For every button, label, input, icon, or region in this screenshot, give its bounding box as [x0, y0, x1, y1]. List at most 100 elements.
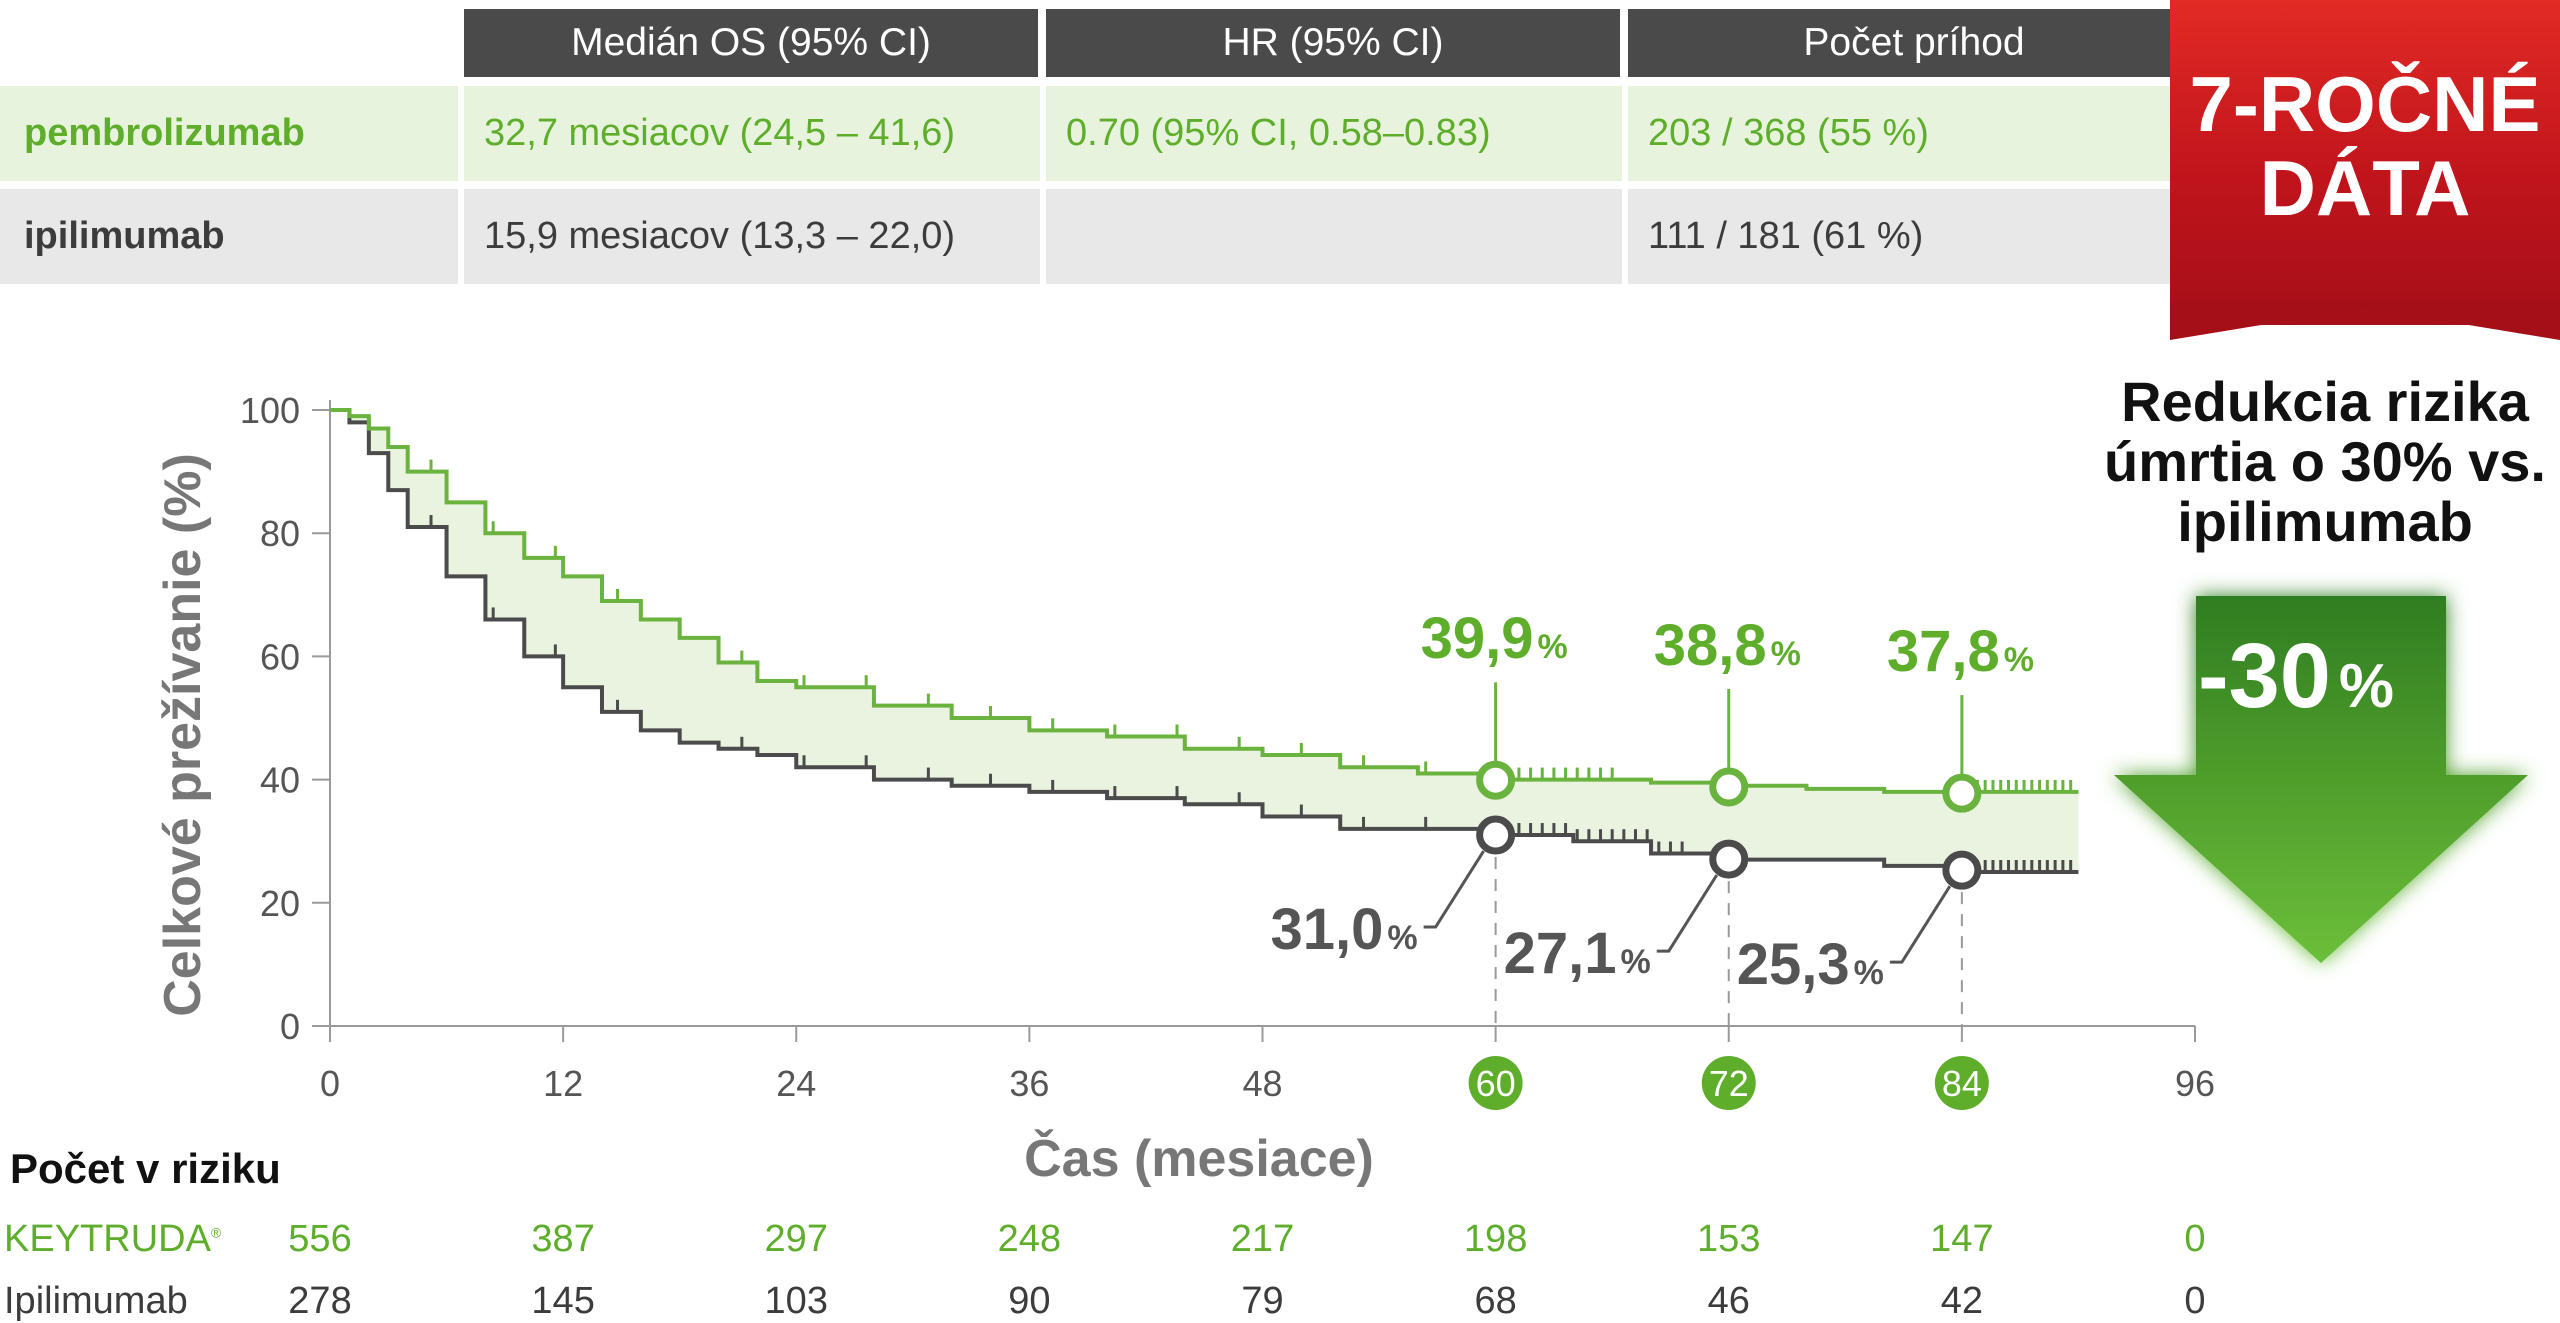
x-tick-label: 72 [1709, 1063, 1749, 1104]
risk-row-label-ipilimumab: Ipilimumab [4, 1280, 188, 1322]
header-hr: HR (95% CI) [1046, 9, 1620, 77]
seven-year-data-badge: 7-ROČNÉ DÁTA [2170, 0, 2560, 325]
badge-notch [2170, 300, 2560, 340]
annotation-unit: % [1854, 954, 1884, 992]
y-tick-label: 0 [280, 1006, 300, 1047]
claim-line-3: ipilimumab [2177, 490, 2473, 553]
risk-value: 0 [2184, 1280, 2206, 1322]
keytruda-name: KEYTRUDA [4, 1218, 211, 1260]
ipilimumab-median-os: 15,9 mesiacov (13,3 – 22,0) [484, 215, 956, 257]
x-tick-label: 84 [1942, 1063, 1982, 1104]
row-label-pembrolizumab: pembrolizumab [24, 112, 305, 154]
x-tick-label: 48 [1242, 1063, 1282, 1104]
annotation-value: 31,0 [1271, 897, 1384, 962]
x-tick-highlight [1934, 1056, 1989, 1110]
badge-line-1: 7-ROČNÉ [2189, 60, 2541, 148]
svg-text:-30%: -30% [2198, 625, 2394, 727]
risk-row-label-keytruda: KEYTRUDA® [4, 1218, 221, 1261]
risk-value: 46 [1707, 1280, 1750, 1322]
pembrolizumab-curve [330, 408, 2079, 794]
reduction-arrow [2114, 596, 2528, 963]
x-tick-highlight [1468, 1056, 1523, 1110]
annotation-label: 38,8% [1654, 613, 1801, 678]
annotation-label: 37,8% [1887, 619, 2034, 684]
table-row-pembrolizumab [0, 86, 2200, 181]
pembrolizumab-median-os: 32,7 mesiacov (24,5 – 41,6) [484, 112, 956, 154]
reduction-unit: % [2339, 652, 2394, 721]
annotation-value: 25,3 [1737, 932, 1850, 997]
column-divider [458, 86, 464, 284]
pembrolizumab-milestone-marker [1709, 767, 1749, 807]
risk-value: 90 [1008, 1280, 1051, 1322]
risk-value: 153 [1697, 1218, 1761, 1260]
pembrolizumab-hr: 0.70 (95% CI, 0.58–0.83) [1066, 112, 1491, 154]
pembrolizumab-events: 203 / 368 (55 %) [1648, 112, 1929, 154]
y-tick-label: 20 [260, 883, 300, 924]
annotation-unit: % [2004, 641, 2034, 679]
risk-value: 198 [1463, 1218, 1528, 1260]
ipilimumab-events: 111 / 181 (61 %) [1648, 215, 1924, 257]
claim-line-2: úmrtia o 30% vs. [2104, 430, 2546, 493]
x-tick-label: 24 [776, 1063, 816, 1104]
annotation-label: 39,9% [1421, 606, 1568, 671]
risk-value: 278 [288, 1280, 352, 1322]
annotation-leader [1656, 874, 1719, 953]
x-tick-label: 36 [1009, 1063, 1049, 1104]
reduction-value: -30 [2198, 625, 2331, 727]
risk-value: 68 [1474, 1280, 1517, 1322]
risk-reduction-claim: Redukcia rizika úmrtia o 30% vs. ipilimu… [2090, 372, 2560, 552]
header-median-os: Medián OS (95% CI) [464, 9, 1038, 77]
header-events: Počet príhod [1628, 9, 2200, 77]
risk-value: 103 [764, 1280, 828, 1322]
ipilimumab-milestone-marker [1476, 815, 1516, 855]
annotation-value: 27,1 [1504, 921, 1617, 986]
row-label-ipilimumab: ipilimumab [24, 215, 225, 257]
x-tick-label: 12 [543, 1063, 583, 1104]
annotation-value: 39,9 [1421, 606, 1534, 671]
annotation-leader [1423, 850, 1485, 929]
ipilimumab-milestone-marker [1709, 839, 1749, 879]
annotation-unit: % [1621, 943, 1651, 981]
registered-mark: ® [210, 1224, 222, 1241]
table-row-ipilimumab [0, 189, 2200, 284]
pembrolizumab-milestone-marker [1476, 760, 1516, 800]
annotation-label: 31,0% [1271, 897, 1418, 962]
y-tick-label: 80 [260, 513, 300, 554]
risk-value: 387 [531, 1218, 595, 1260]
risk-value: 556 [288, 1218, 352, 1260]
risk-value: 217 [1230, 1218, 1295, 1260]
annotation-label: 25,3% [1737, 932, 1884, 997]
annotation-unit: % [1771, 635, 1801, 673]
risk-value: 42 [1940, 1280, 1984, 1322]
column-divider [1040, 86, 1046, 284]
x-tick-label: 0 [320, 1063, 340, 1104]
y-tick-label: 60 [260, 636, 300, 677]
annotation-leader [1889, 885, 1952, 964]
risk-value: 79 [1241, 1280, 1284, 1322]
risk-value: 145 [531, 1280, 595, 1322]
ipilimumab-curve [330, 408, 2079, 874]
x-tick-highlight [1701, 1056, 1756, 1110]
survival-difference-band [330, 410, 2079, 872]
column-divider [1622, 86, 1628, 284]
risk-table-title: Počet v riziku [10, 1145, 281, 1192]
x-tick-label: 60 [1476, 1063, 1516, 1104]
annotation-value: 38,8 [1654, 613, 1767, 678]
ipilimumab-milestone-marker [1942, 850, 1982, 890]
y-axis-title: Celkové prežívanie (%) [154, 453, 212, 1017]
risk-value: 0 [2184, 1218, 2206, 1260]
risk-value: 147 [1930, 1218, 1994, 1260]
risk-value: 297 [764, 1218, 828, 1260]
badge-line-2: DÁTA [2259, 144, 2471, 232]
y-tick-label: 100 [240, 390, 300, 431]
annotation-unit: % [1387, 919, 1417, 957]
annotation-label: 27,1% [1504, 921, 1651, 986]
risk-value: 248 [997, 1218, 1062, 1260]
annotation-unit: % [1538, 628, 1568, 666]
x-axis-title: Čas (mesiace) [1024, 1129, 1374, 1188]
y-tick-label: 40 [260, 760, 300, 801]
claim-line-1: Redukcia rizika [2121, 370, 2529, 433]
annotation-value: 37,8 [1887, 619, 2000, 684]
pembrolizumab-milestone-marker [1942, 773, 1982, 813]
